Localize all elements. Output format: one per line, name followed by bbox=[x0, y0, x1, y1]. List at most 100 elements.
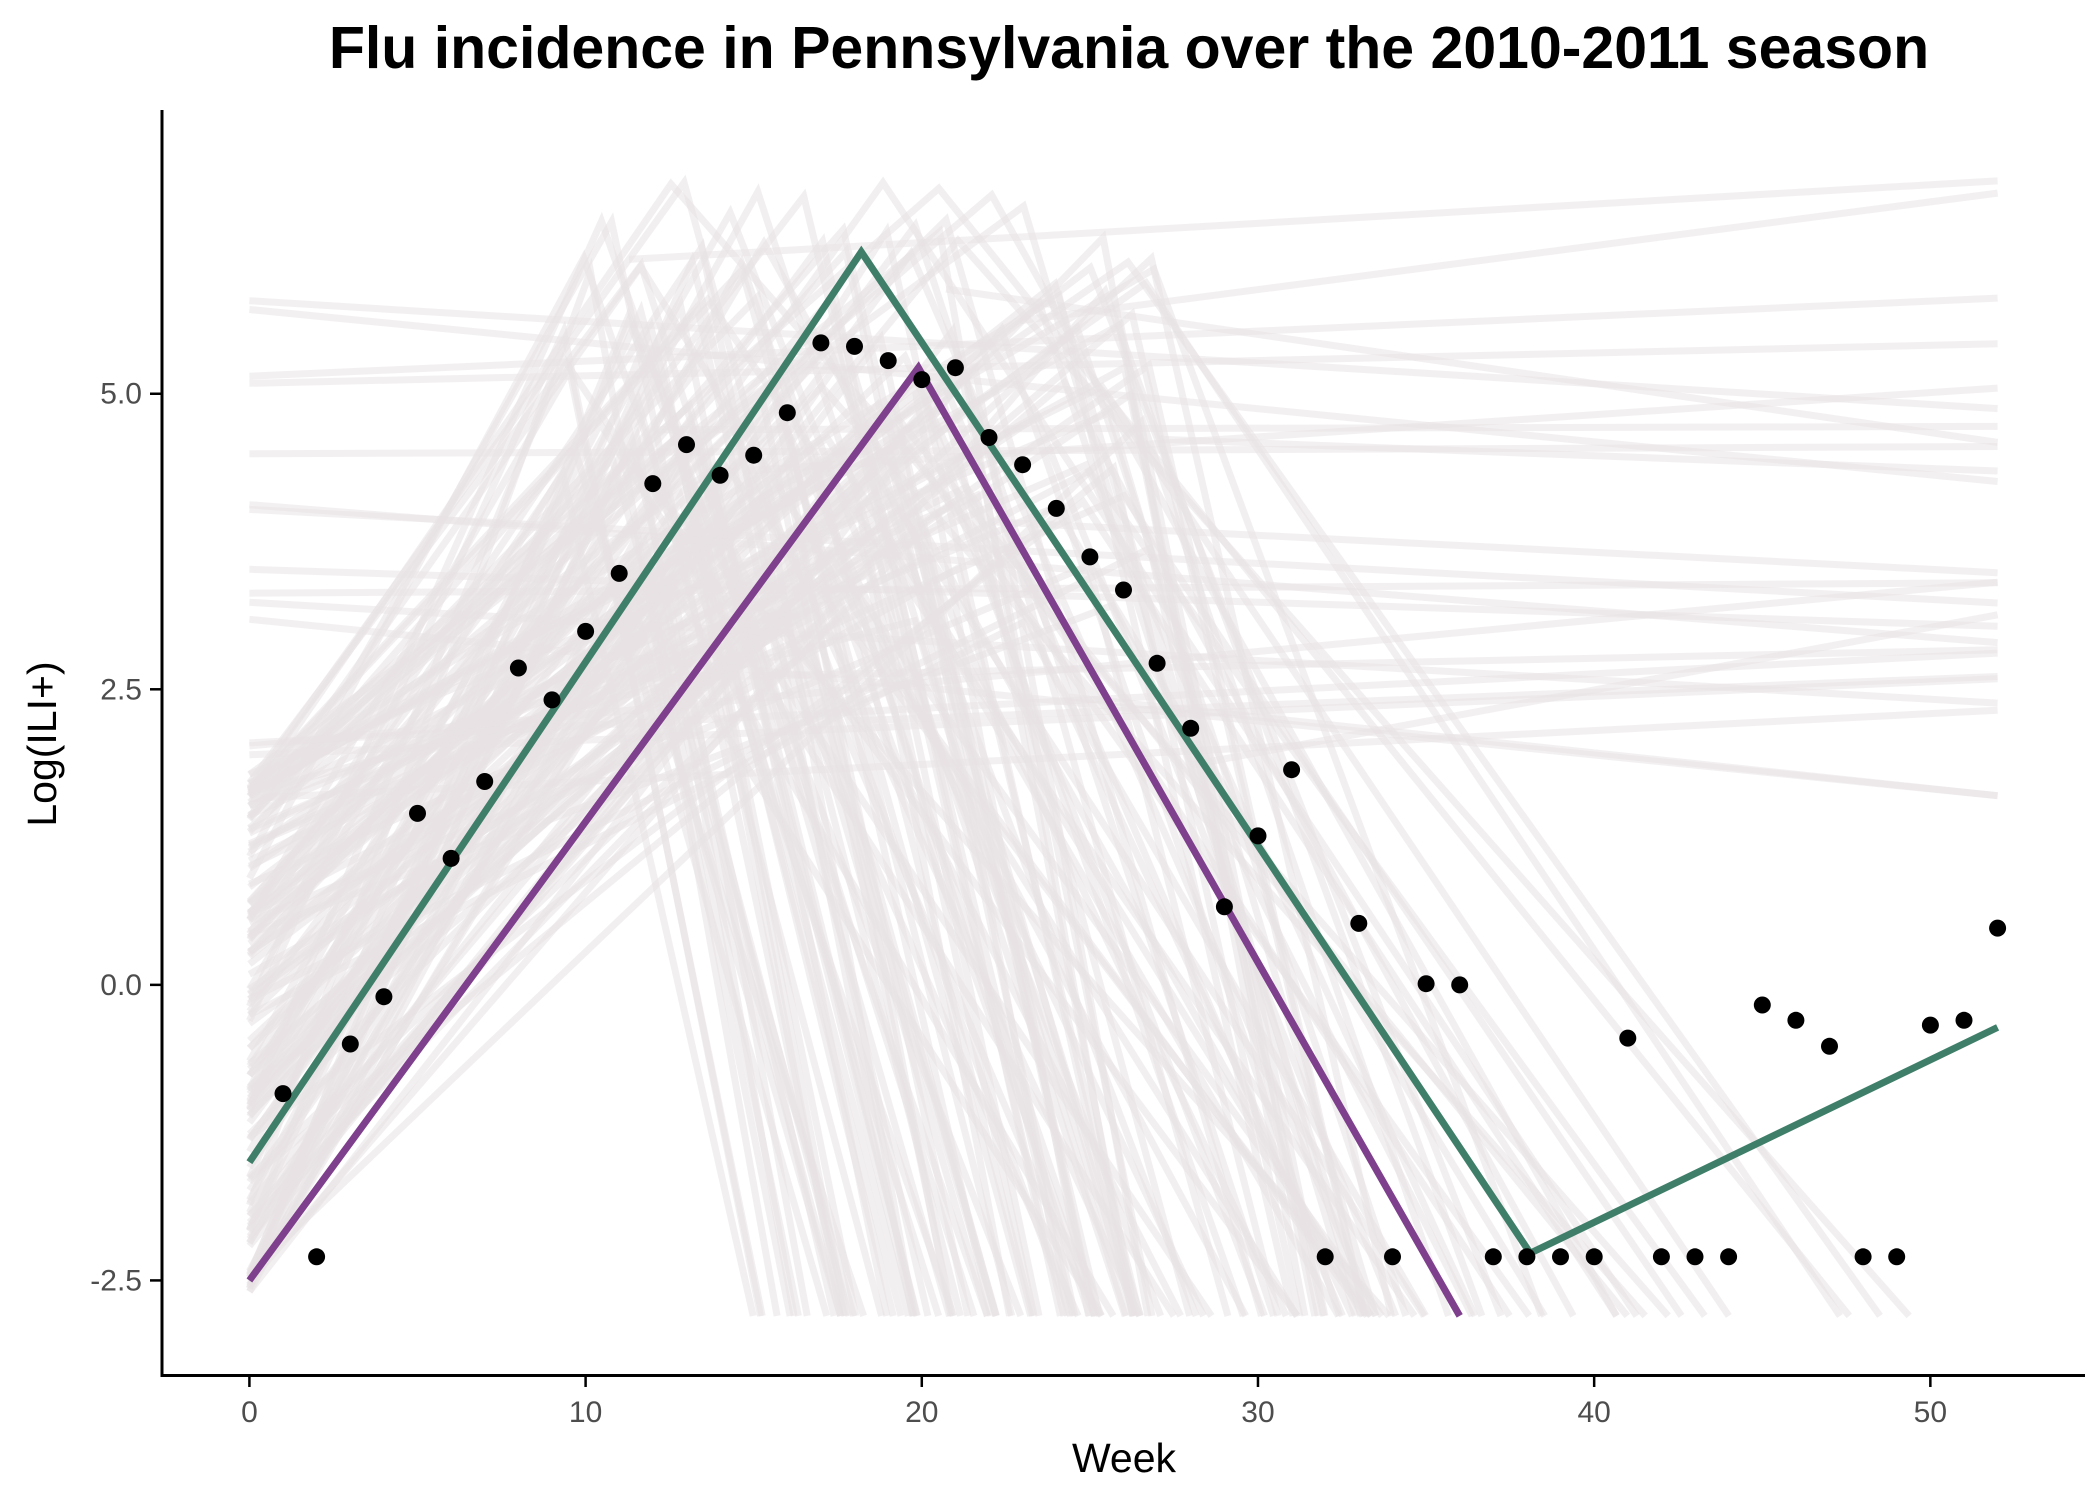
x-tick-label: 0 bbox=[241, 1396, 258, 1429]
data-point bbox=[1753, 996, 1771, 1014]
data-point bbox=[745, 446, 763, 464]
chart-title: Flu incidence in Pennsylvania over the 2… bbox=[329, 15, 1929, 81]
data-point bbox=[1384, 1248, 1401, 1266]
data-point bbox=[711, 466, 729, 484]
y-tick-label: 5.0 bbox=[100, 378, 142, 411]
data-point bbox=[1619, 1029, 1637, 1047]
data-point bbox=[1115, 581, 1132, 599]
posterior-sample-line bbox=[1019, 189, 1999, 325]
posterior-sample-line bbox=[249, 615, 1998, 800]
posterior-sample-line bbox=[246, 299, 932, 1317]
posterior-sample-line bbox=[249, 443, 1998, 458]
data-point bbox=[1417, 975, 1435, 993]
y-tick-label: 0.0 bbox=[100, 969, 142, 1002]
posterior-sample-line bbox=[249, 297, 1998, 413]
data-point bbox=[1921, 1016, 1939, 1034]
posterior-sample-line bbox=[654, 422, 1998, 434]
data-point bbox=[812, 334, 830, 352]
data-point bbox=[1888, 1248, 1906, 1266]
data-point bbox=[1854, 1248, 1872, 1266]
data-point bbox=[879, 352, 897, 370]
posterior-sample-line bbox=[993, 518, 1998, 577]
data-point bbox=[778, 404, 796, 422]
data-point bbox=[1182, 719, 1200, 737]
data-point bbox=[913, 371, 931, 389]
data-point bbox=[1652, 1248, 1670, 1266]
posterior-sample-line bbox=[246, 426, 798, 1317]
observed-points-layer bbox=[274, 334, 2007, 1266]
data-point bbox=[274, 1085, 292, 1103]
posterior-sample-line bbox=[249, 294, 1998, 380]
posterior-sample-line bbox=[246, 213, 1265, 1317]
data-point bbox=[1215, 898, 1233, 916]
posterior-sample-line bbox=[249, 598, 1998, 707]
data-point bbox=[1283, 761, 1301, 779]
data-point bbox=[1148, 654, 1166, 672]
data-point bbox=[1787, 1011, 1805, 1029]
data-point bbox=[1316, 1248, 1334, 1266]
posterior-sample-line bbox=[248, 460, 1479, 1318]
data-point bbox=[1451, 976, 1469, 994]
data-point bbox=[442, 849, 460, 867]
data-point bbox=[409, 804, 426, 822]
posterior-sample-line bbox=[249, 340, 1998, 387]
data-point bbox=[1518, 1248, 1536, 1266]
posterior-sample-line bbox=[246, 263, 1035, 1317]
posterior-sample-line bbox=[247, 562, 1144, 1317]
y-tick-label: 2.5 bbox=[100, 673, 142, 706]
posterior-sample-line bbox=[945, 285, 1999, 446]
data-point bbox=[1552, 1248, 1569, 1266]
data-point bbox=[678, 436, 695, 454]
posterior-sample-line bbox=[246, 307, 1082, 1318]
data-point bbox=[1014, 456, 1032, 474]
data-point bbox=[577, 622, 595, 640]
data-point bbox=[341, 1035, 359, 1053]
data-point bbox=[476, 773, 494, 790]
data-point bbox=[1350, 914, 1368, 932]
fit-line-purple bbox=[246, 361, 1463, 1318]
data-point bbox=[375, 988, 393, 1006]
x-axis-ticks: 0 10 20 30 40 50 bbox=[241, 1377, 1947, 1429]
posterior-sample-line bbox=[247, 461, 1304, 1317]
data-point bbox=[1047, 499, 1065, 517]
posterior-sample-line bbox=[249, 706, 1998, 802]
data-point bbox=[543, 691, 561, 709]
y-axis-title: Log(ILI+) bbox=[19, 661, 65, 826]
posterior-sample-line bbox=[249, 306, 1998, 485]
posterior-sample-line bbox=[247, 542, 1328, 1317]
data-point bbox=[980, 429, 998, 446]
posterior-sample-line bbox=[249, 578, 1998, 750]
data-point bbox=[946, 359, 964, 377]
x-tick-label: 10 bbox=[569, 1396, 602, 1429]
data-point bbox=[1989, 919, 2007, 937]
y-axis-ticks: -2.5 0.0 2.5 5.0 bbox=[90, 378, 161, 1297]
posterior-sample-line bbox=[249, 675, 1998, 759]
data-point bbox=[1484, 1248, 1502, 1266]
posterior-sample-line bbox=[246, 222, 1103, 1317]
data-point bbox=[1081, 548, 1099, 566]
data-point bbox=[1720, 1248, 1738, 1266]
x-tick-label: 30 bbox=[1241, 1396, 1274, 1429]
posterior-sample-line bbox=[1189, 611, 1999, 769]
posterior-sample-line bbox=[628, 177, 1998, 263]
data-point bbox=[1585, 1248, 1603, 1266]
data-point bbox=[1686, 1248, 1704, 1266]
data-point bbox=[610, 564, 628, 582]
y-tick-label: -2.5 bbox=[90, 1264, 142, 1297]
data-point bbox=[1955, 1011, 1973, 1029]
data-point bbox=[1249, 827, 1267, 845]
data-point bbox=[509, 659, 527, 677]
data-point bbox=[1821, 1037, 1838, 1055]
x-tick-label: 40 bbox=[1577, 1396, 1610, 1429]
posterior-sample-line bbox=[246, 414, 1452, 1318]
x-axis-title: Week bbox=[1072, 1435, 1177, 1481]
data-point bbox=[308, 1248, 326, 1266]
x-tick-label: 20 bbox=[905, 1396, 938, 1429]
data-point bbox=[644, 475, 662, 493]
x-tick-label: 50 bbox=[1914, 1396, 1947, 1429]
posterior-sample-line bbox=[246, 176, 1640, 1318]
posterior-sample-line bbox=[246, 284, 1486, 1318]
posterior-samples-layer bbox=[246, 174, 1999, 1319]
